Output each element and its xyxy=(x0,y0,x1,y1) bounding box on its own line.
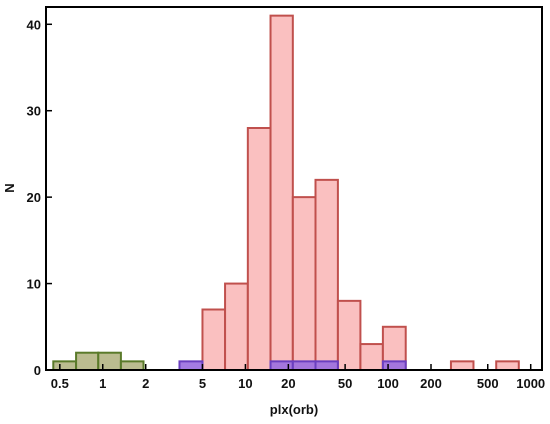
x-tick-label: 1 xyxy=(99,376,106,391)
histogram-bar-series0-bin10 xyxy=(495,360,520,371)
histogram-bar-series0-bin0 xyxy=(201,308,227,371)
histogram-bar-series2-bin4 xyxy=(381,360,407,371)
x-tick-label: 0.5 xyxy=(51,376,69,391)
histogram-bar-series0-bin4 xyxy=(291,196,317,371)
x-tick-label: 1000 xyxy=(516,376,545,391)
x-axis-label: plx(orb) xyxy=(270,402,318,417)
histogram-bar-series1-bin3 xyxy=(119,360,145,371)
histogram-bar-series2-bin3 xyxy=(314,360,339,371)
x-tick-label: 200 xyxy=(420,376,442,391)
histogram-bar-series0-bin6 xyxy=(336,299,362,371)
ticks-layer: 0.5 1 2 5 10 20 50 100 200 500 1000 0 10 20 30 40 xyxy=(27,17,546,391)
y-axis-label: N xyxy=(2,183,17,192)
histogram-bar-series0-bin5 xyxy=(314,178,339,371)
x-tick-label: 20 xyxy=(281,376,295,391)
histogram-bar-series1-bin2 xyxy=(97,351,122,371)
x-tick-label: 2 xyxy=(142,376,149,391)
histogram-bar-series2-bin1 xyxy=(269,360,294,371)
y-tick-label: 30 xyxy=(27,104,41,119)
x-tick-label: 500 xyxy=(477,376,499,391)
y-tick-label: 40 xyxy=(27,17,41,32)
histogram-bar-series0-bin9 xyxy=(449,360,475,371)
histogram-bar-series1-bin0 xyxy=(52,360,78,371)
x-tick-label: 100 xyxy=(377,376,399,391)
y-tick-label: 10 xyxy=(27,277,41,292)
histogram-bar-series2-bin2 xyxy=(291,360,317,371)
histogram-bar-series1-bin1 xyxy=(75,351,100,371)
histogram-bar-series0-bin2 xyxy=(246,127,272,371)
x-tick-label: 10 xyxy=(238,376,252,391)
x-tick-label: 50 xyxy=(338,376,352,391)
histogram-bar-series0-bin7 xyxy=(359,343,384,372)
bars-layer xyxy=(52,14,520,372)
y-tick-label: 20 xyxy=(27,190,41,205)
histogram-bar-series2-bin0 xyxy=(178,360,204,371)
plot-frame xyxy=(45,6,543,371)
x-tick-label: 5 xyxy=(199,376,206,391)
histogram-bar-series0-bin1 xyxy=(224,282,249,372)
histogram-bar-series0-bin3 xyxy=(269,14,294,371)
y-tick-label: 0 xyxy=(34,363,41,378)
